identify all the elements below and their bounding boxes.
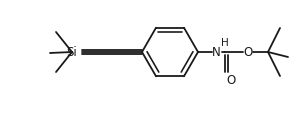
Text: O: O [243,45,253,58]
Text: O: O [226,73,236,87]
Text: Si: Si [67,45,77,58]
Text: N: N [212,45,221,58]
Text: H: H [221,38,229,48]
